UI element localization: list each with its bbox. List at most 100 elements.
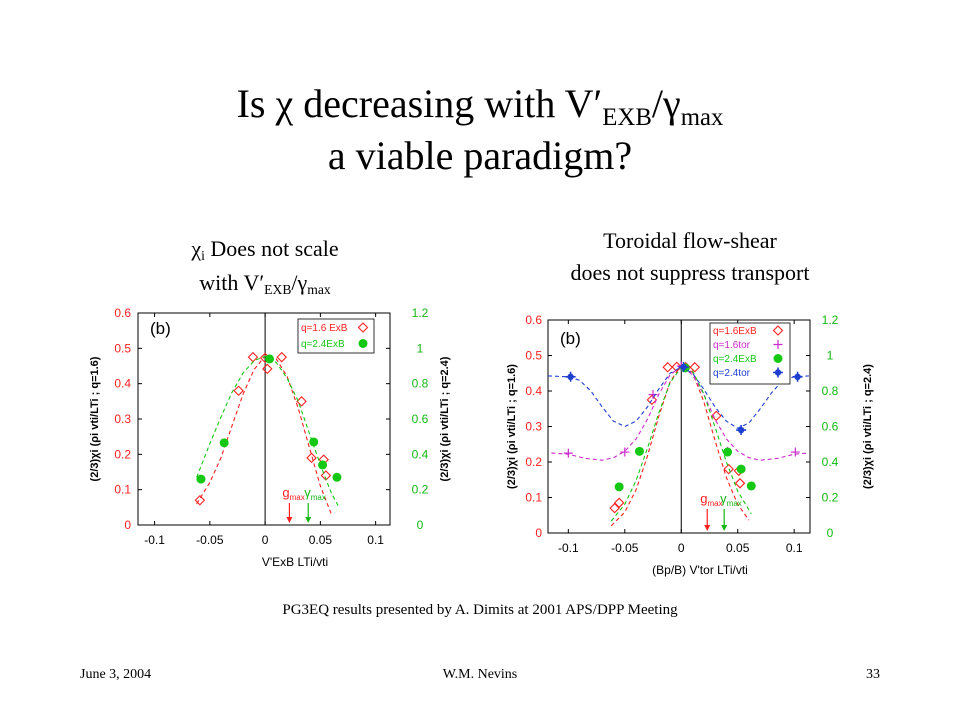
- series-q-2-4tor-point-cross: [792, 371, 803, 382]
- x-axis-label: (Bp/B) V'tor LTi/vti: [652, 563, 748, 577]
- annotation-subscript: max: [707, 499, 722, 508]
- y-right-tick-label: 0: [417, 518, 424, 532]
- x-tick-label: -0.05: [611, 541, 639, 555]
- y-axis-label-right: (2/3)χi (ρi vti/LTi ; q=2.4): [439, 356, 451, 481]
- left-caption-with-v: with V′: [199, 270, 265, 295]
- series-q-2-4exb-point: [736, 464, 746, 474]
- left-caption-text: Does not scale: [204, 236, 339, 261]
- legend-label: q=1.6 ExB: [301, 323, 348, 334]
- series-q-2-4tor-point: [736, 425, 747, 436]
- y-right-tick-label: 0.4: [412, 447, 429, 461]
- y-left-tick-label: 0.6: [114, 306, 131, 320]
- series-q-1-6-exb-fit-curve: [196, 355, 332, 515]
- y-right-tick-label: 0.4: [822, 455, 839, 469]
- series-q-1-6tor-point: [648, 390, 658, 400]
- series-q-1-6exb-point: [609, 502, 620, 514]
- y-right-tick-label: 0.6: [822, 420, 839, 434]
- annotation-arrow-head: [704, 525, 711, 531]
- slide-title-line-1: Is χ decreasing with V′EXB/γmax: [0, 80, 960, 134]
- legend-marker-cross: [773, 367, 783, 378]
- series-q-1-6tor-fit-curve: [551, 365, 808, 461]
- left-caption-subscript-i: i: [201, 248, 205, 264]
- legend-marker: [773, 367, 783, 378]
- y-left-tick-label: 0.1: [114, 483, 131, 497]
- legend-marker: [772, 325, 784, 336]
- right-caption-line-2: does not suppress transport: [570, 260, 810, 285]
- series-q-2-4exb-point: [309, 437, 319, 447]
- series-q-2-4exb-fit-curve: [196, 355, 339, 506]
- legend-label: q=2.4ExB: [713, 354, 757, 365]
- title-text-a: Is χ decreasing with V′: [236, 81, 603, 126]
- y-left-tick-label: 0.2: [525, 455, 542, 469]
- legend-marker: [358, 339, 368, 348]
- series-q-1-6exb-point: [646, 394, 658, 406]
- series-q-2-4exb-point: [634, 446, 644, 456]
- series-q-2-4exb-point: [265, 354, 275, 364]
- x-axis-label: V'ExB LTi/vti: [262, 555, 328, 569]
- left-caption-subscript-max: max: [307, 282, 331, 298]
- series-q-1-6exb-point: [671, 361, 683, 373]
- series-q-1-6-exb-point: [247, 351, 259, 363]
- series-q-1-6-exb-point: [296, 396, 307, 407]
- y-left-tick-label: 0.5: [525, 349, 542, 363]
- x-tick-label: 0.05: [726, 541, 750, 555]
- y-left-tick-label: 0.4: [525, 384, 542, 398]
- y-right-tick-label: 1: [417, 341, 424, 355]
- panel-label: (b): [560, 329, 581, 348]
- footer-page-number: 33: [866, 667, 880, 682]
- series-q-2-4exb-point: [219, 438, 229, 448]
- series-q-1-6tor-point: [790, 447, 800, 457]
- series-q-2-4exb-point: [746, 481, 756, 491]
- legend-marker: [773, 340, 783, 349]
- legend-label: q=2.4tor: [713, 368, 751, 379]
- legend-label: q=2.4ExB: [301, 339, 345, 350]
- y-left-tick-label: 0.5: [114, 341, 131, 355]
- series-q-1-6-exb-point: [306, 452, 317, 464]
- series-q-1-6tor-point: [563, 448, 573, 458]
- right-chart: -0.1 -0.05 0 0.05 0.1 0 0.1 0.2 0.3 0.4 0.5 0.6 0 0.2…: [506, 313, 874, 577]
- x-tick-label: -0.1: [558, 541, 579, 555]
- footer-author: W.M. Nevins: [442, 667, 518, 682]
- series-q-1-6exb-point: [613, 497, 625, 509]
- series-q-1-6-exb-point: [262, 363, 273, 375]
- source-note: PG3EQ results presented by A. Dimits at …: [282, 602, 678, 618]
- annotation-symbol: g: [282, 485, 289, 500]
- legend-label: q=1.6ExB: [713, 326, 757, 337]
- x-tick-label: -0.05: [196, 533, 224, 547]
- legend-label: q=1.6tor: [713, 340, 751, 351]
- x-tick-label: 0.05: [309, 533, 333, 547]
- panel-label: (b): [150, 319, 171, 338]
- y-right-tick-label: 1.2: [412, 306, 429, 320]
- x-tick-label: 0.1: [367, 533, 384, 547]
- left-caption-subscript-exb: EXB: [264, 282, 292, 298]
- y-right-tick-label: 1.2: [822, 313, 839, 327]
- left-caption-gamma: /γ: [291, 270, 308, 295]
- series-q-2-4tor-point-cross: [565, 371, 576, 382]
- x-tick-label: 0: [678, 541, 685, 555]
- y-right-tick-label: 1: [827, 349, 834, 363]
- annotation-arrow-head: [286, 517, 293, 523]
- series-q-1-6exb-point: [662, 361, 673, 373]
- annotation-symbol: γ: [720, 491, 727, 506]
- series-q-2-4tor-point: [678, 362, 689, 373]
- y-right-tick-label: 0.2: [822, 491, 839, 505]
- series-q-2-4exb-point: [614, 482, 624, 492]
- slide-title-line-2: a viable paradigm?: [327, 133, 633, 178]
- y-axis-label-left: (2/3)χi (ρi vti/LTi ; q=1.6): [89, 356, 101, 481]
- y-left-tick-label: 0.4: [114, 377, 131, 391]
- annotation-arrow-head: [305, 517, 312, 523]
- legend-marker: [773, 354, 783, 363]
- annotation-symbol: γ: [304, 485, 311, 500]
- annotation-label: γmax: [720, 491, 742, 508]
- title-text-b: /γ: [651, 81, 681, 126]
- y-left-tick-label: 0.2: [114, 447, 131, 461]
- y-left-tick-label: 0.3: [114, 412, 131, 426]
- y-axis-label-right: (2/3)χi (ρi vti/LTi ; q=2.4): [862, 364, 874, 489]
- annotation-subscript: max: [727, 499, 742, 508]
- annotation-subscript: max: [311, 493, 326, 502]
- series-q-2-4tor-point: [565, 371, 576, 382]
- series-q-1-6tor-point: [620, 447, 630, 457]
- y-left-tick-label: 0.1: [525, 491, 542, 505]
- annotation-arrow-head: [721, 525, 728, 531]
- series-q-1-6exb-point: [723, 463, 734, 475]
